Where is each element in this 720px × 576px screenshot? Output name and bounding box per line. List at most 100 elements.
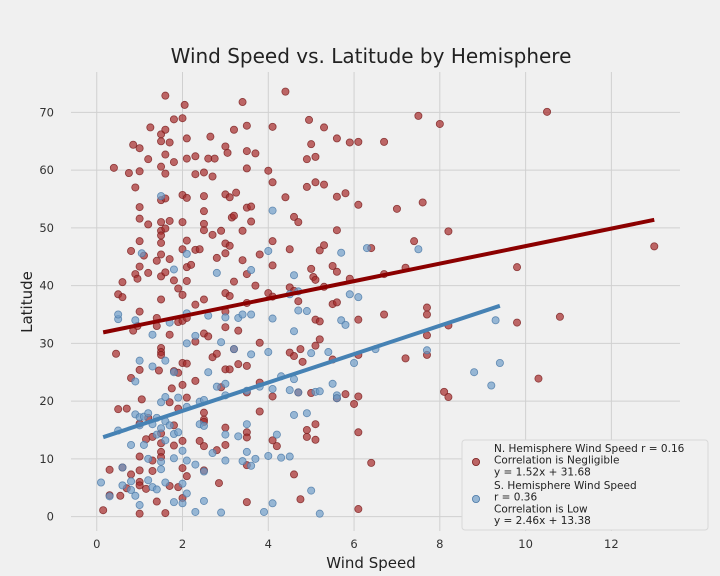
north-data-point bbox=[444, 393, 453, 402]
south-data-point bbox=[221, 430, 230, 439]
north-data-point bbox=[217, 226, 226, 235]
north-legend-text: Correlation is Negligible bbox=[494, 455, 619, 467]
south-data-point bbox=[341, 320, 350, 329]
north-data-point bbox=[311, 435, 320, 444]
x-tick-label: 8 bbox=[436, 537, 443, 551]
north-data-point bbox=[229, 211, 238, 220]
south-data-point bbox=[174, 428, 183, 437]
north-legend-text: y = 1.52x + 31.68 bbox=[494, 466, 591, 478]
south-data-point bbox=[137, 249, 146, 258]
legend: N. Hemisphere Wind Speed r = 0.16Correla… bbox=[461, 439, 709, 531]
north-data-point bbox=[212, 253, 221, 262]
south-data-point bbox=[178, 499, 187, 508]
north-data-point bbox=[225, 193, 234, 202]
south-data-point bbox=[157, 398, 166, 407]
x-axis-label: Wind Speed bbox=[326, 554, 416, 572]
north-hemisphere-points bbox=[99, 87, 659, 518]
north-data-point bbox=[302, 432, 311, 441]
north-data-point bbox=[146, 123, 155, 132]
north-data-point bbox=[169, 276, 178, 285]
north-data-point bbox=[182, 154, 191, 163]
south-data-point bbox=[345, 290, 354, 299]
south-data-point bbox=[470, 368, 479, 377]
north-data-point bbox=[367, 458, 376, 467]
north-data-point bbox=[178, 114, 187, 123]
south-data-point bbox=[229, 345, 238, 354]
south-data-point bbox=[157, 457, 166, 466]
north-data-point bbox=[199, 295, 208, 304]
north-data-point bbox=[401, 354, 410, 363]
north-data-point bbox=[290, 212, 299, 221]
x-tick-label: 6 bbox=[350, 537, 357, 551]
north-data-point bbox=[296, 495, 305, 504]
north-data-point bbox=[238, 256, 247, 265]
north-data-point bbox=[444, 227, 453, 236]
south-data-point bbox=[169, 454, 178, 463]
north-data-point bbox=[148, 466, 157, 475]
south-data-point bbox=[118, 481, 127, 490]
north-data-point bbox=[161, 150, 170, 159]
regression-lines bbox=[102, 217, 655, 440]
south-data-point bbox=[131, 316, 140, 325]
north-data-point bbox=[311, 341, 320, 350]
south-data-point bbox=[328, 379, 337, 388]
south-data-point bbox=[161, 478, 170, 487]
north-data-point bbox=[311, 420, 320, 429]
north-data-point bbox=[199, 442, 208, 451]
south-data-point bbox=[114, 310, 123, 319]
south-data-point bbox=[268, 314, 277, 323]
south-data-point bbox=[152, 485, 161, 494]
north-data-point bbox=[290, 352, 299, 361]
north-data-point bbox=[208, 172, 217, 181]
south-data-point bbox=[212, 268, 221, 277]
south-data-point bbox=[131, 491, 140, 500]
north-data-point bbox=[225, 292, 234, 301]
south-data-point bbox=[259, 507, 268, 516]
south-data-point bbox=[285, 452, 294, 461]
north-data-point bbox=[354, 392, 363, 401]
south-data-point bbox=[161, 436, 170, 445]
north-data-point bbox=[354, 200, 363, 209]
north-data-point bbox=[157, 137, 166, 146]
south-data-point bbox=[221, 379, 230, 388]
south-data-point bbox=[169, 265, 178, 274]
y-tick-label: 50 bbox=[39, 221, 54, 235]
north-data-point bbox=[332, 298, 341, 307]
north-data-point bbox=[161, 125, 170, 134]
north-data-point bbox=[212, 349, 221, 358]
north-data-point bbox=[255, 407, 264, 416]
south-data-point bbox=[362, 244, 371, 253]
north-data-point bbox=[206, 132, 215, 141]
north-data-point bbox=[124, 169, 133, 178]
north-data-point bbox=[281, 87, 290, 96]
south-data-point bbox=[294, 388, 303, 397]
north-data-point bbox=[210, 154, 219, 163]
south-data-point bbox=[238, 310, 247, 319]
south-data-point bbox=[127, 477, 136, 486]
north-data-point bbox=[144, 220, 153, 229]
south-data-point bbox=[422, 346, 431, 355]
north-data-point bbox=[555, 312, 564, 321]
north-data-point bbox=[302, 425, 311, 434]
south-data-point bbox=[174, 393, 183, 402]
north-data-point bbox=[418, 198, 427, 207]
south-data-point bbox=[264, 348, 273, 357]
south-data-point bbox=[290, 327, 299, 336]
south-data-point bbox=[199, 421, 208, 430]
north-data-point bbox=[247, 217, 256, 226]
south-data-point bbox=[144, 454, 153, 463]
north-data-point bbox=[135, 481, 144, 490]
south-data-point bbox=[302, 409, 311, 418]
north-data-point bbox=[178, 290, 187, 299]
north-data-point bbox=[157, 231, 166, 240]
north-data-point bbox=[199, 226, 208, 235]
north-data-point bbox=[161, 268, 170, 277]
north-data-point bbox=[112, 349, 121, 358]
north-data-point bbox=[131, 183, 140, 192]
north-data-point bbox=[294, 297, 303, 306]
north-data-point bbox=[440, 387, 449, 396]
south-data-point bbox=[105, 492, 114, 501]
north-data-point bbox=[99, 506, 108, 515]
chart-title: Wind Speed vs. Latitude by Hemisphere bbox=[171, 44, 572, 68]
north-data-point bbox=[167, 384, 176, 393]
